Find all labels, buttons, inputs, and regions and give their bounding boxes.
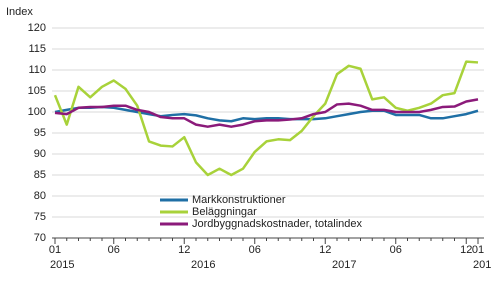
legend-label: Beläggningar: [192, 206, 257, 218]
y-tick-label: 85: [34, 169, 46, 181]
y-tick-label: 90: [34, 148, 46, 160]
x-tick-label: 06: [390, 244, 402, 256]
x-tick-label: 12: [460, 244, 472, 256]
year-label: 2018: [473, 259, 491, 271]
x-tick-label: 06: [108, 244, 120, 256]
y-tick-label: 115: [28, 43, 46, 55]
y-tick-label: 120: [28, 22, 46, 34]
x-tick-label: 06: [249, 244, 261, 256]
x-tick-label: 01: [472, 244, 484, 256]
y-tick-label: 100: [28, 106, 46, 118]
x-tick-label: 12: [319, 244, 331, 256]
year-label: 2015: [50, 259, 74, 271]
legend-label: Jordbyggnadskostnader, totalindex: [192, 218, 363, 230]
year-label: 2017: [332, 259, 356, 271]
legend-label: Markkonstruktioner: [192, 194, 286, 206]
series-line: [54, 98, 479, 128]
year-label: 2016: [191, 259, 215, 271]
y-tick-label: 105: [28, 85, 46, 97]
y-tick-label: 80: [34, 190, 46, 202]
series-line: [54, 105, 479, 123]
y-axis-label: Index: [6, 6, 33, 18]
x-tick-label: 01: [49, 244, 61, 256]
y-tick-label: 70: [34, 232, 46, 244]
y-tick-label: 75: [34, 211, 46, 223]
x-tick-label: 12: [178, 244, 190, 256]
y-tick-label: 95: [34, 127, 46, 139]
y-tick-label: 110: [28, 64, 46, 76]
series-line: [53, 60, 479, 177]
